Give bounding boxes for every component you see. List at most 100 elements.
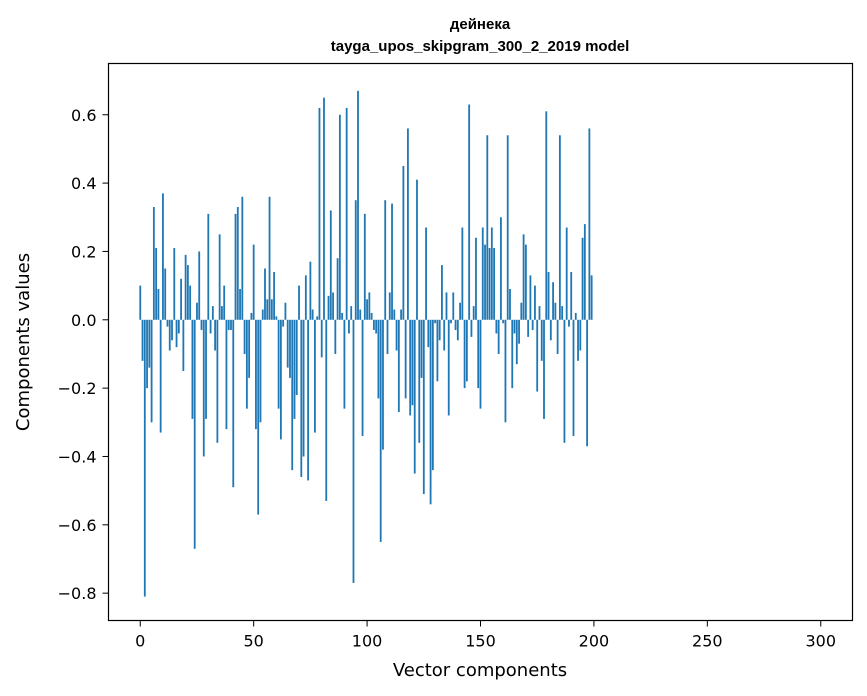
bar (295, 319, 298, 395)
bar (184, 254, 187, 320)
bar (588, 128, 591, 320)
bar (311, 309, 314, 320)
bar (563, 319, 566, 443)
bar (479, 319, 482, 409)
bar (477, 319, 480, 389)
bar (484, 244, 486, 320)
bar (481, 227, 484, 320)
bar (352, 319, 355, 583)
bar (531, 319, 534, 331)
bar (377, 319, 380, 399)
bar (570, 271, 573, 320)
bar (175, 319, 178, 348)
bar (155, 248, 158, 320)
bar (459, 302, 461, 320)
bar (245, 319, 248, 409)
bar (454, 319, 457, 331)
bar (427, 319, 430, 348)
y-tick-label: 0.0 (71, 311, 96, 330)
bar (407, 128, 409, 320)
bar (547, 271, 550, 320)
bar (216, 319, 219, 443)
bar (391, 203, 393, 320)
x-tick-label: 50 (243, 632, 263, 651)
x-tick-label: 250 (692, 632, 723, 651)
bar (302, 319, 305, 457)
bar (540, 319, 543, 361)
bar (370, 312, 373, 320)
bar (218, 234, 221, 320)
bar (388, 292, 391, 320)
bar (527, 319, 530, 337)
bar (248, 319, 251, 378)
y-tick-label: −0.8 (58, 584, 97, 603)
bar (225, 319, 228, 430)
bar (309, 261, 312, 320)
bar (520, 302, 523, 320)
bar (286, 319, 289, 368)
bar (300, 319, 303, 477)
bar (268, 196, 271, 320)
bar (182, 319, 185, 372)
y-axis-ticks: −0.8 −0.6 −0.4 −0.2 0.0 0.2 0.4 0.6 (58, 106, 109, 603)
bar (241, 196, 244, 320)
bar (475, 237, 477, 320)
bar (443, 319, 446, 351)
bar (488, 248, 491, 320)
bar (320, 319, 323, 358)
bar (368, 292, 371, 320)
bar (445, 292, 448, 320)
bar (139, 285, 142, 320)
y-tick-label: 0.4 (71, 174, 96, 193)
bar (568, 319, 570, 327)
bar (502, 319, 505, 324)
bar (450, 319, 452, 324)
bar (327, 295, 330, 320)
bar (227, 319, 230, 331)
bar (468, 104, 471, 320)
x-tick-label: 0 (135, 632, 145, 651)
x-axis-label: Vector components (393, 660, 567, 681)
bar (354, 200, 357, 320)
bar (465, 319, 468, 382)
bar (386, 319, 389, 354)
bar (273, 271, 275, 320)
bar (236, 207, 239, 320)
bar (583, 224, 586, 320)
bar (500, 217, 502, 320)
bar (470, 319, 473, 337)
bar (250, 312, 253, 320)
bar (143, 319, 146, 597)
bar (168, 319, 171, 351)
y-tick-label: −0.2 (58, 379, 97, 398)
bar (456, 319, 459, 341)
bar (205, 319, 207, 419)
bar (384, 200, 387, 320)
bar (404, 319, 407, 399)
bar (341, 312, 344, 320)
bar (211, 306, 214, 320)
bar (275, 316, 278, 320)
bar (232, 319, 235, 488)
bar (509, 289, 511, 320)
bar (577, 319, 579, 361)
bar (314, 319, 316, 433)
bar (202, 319, 205, 457)
bar (343, 319, 346, 409)
bar (511, 319, 514, 389)
bar (486, 135, 489, 320)
bar (529, 275, 532, 320)
bar (538, 306, 541, 320)
bar (323, 97, 325, 320)
y-axis-label: Components values (13, 253, 34, 431)
bar (307, 319, 310, 481)
y-tick-label: −0.6 (58, 516, 97, 535)
bar (189, 285, 192, 320)
bar (334, 319, 337, 354)
bar (270, 299, 273, 320)
bar (545, 111, 548, 320)
bar (336, 258, 339, 320)
bar (186, 265, 189, 320)
bar (513, 319, 516, 334)
